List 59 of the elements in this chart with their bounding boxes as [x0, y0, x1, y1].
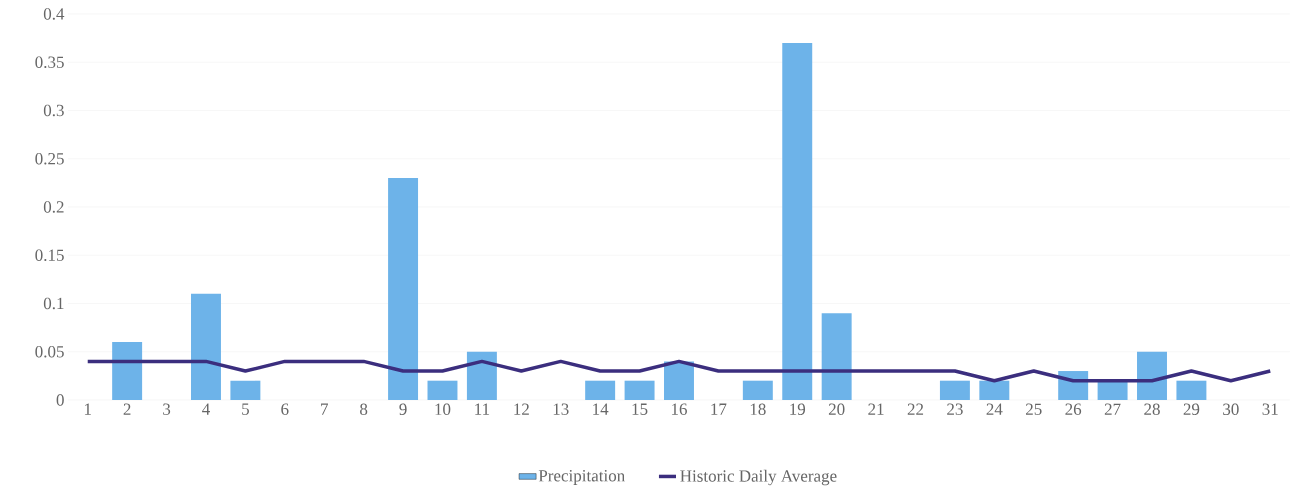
- x-tick-label: 10: [435, 403, 451, 415]
- bar: [1176, 380, 1207, 400]
- x-tick-label: 9: [399, 403, 407, 415]
- x-tick-label: 22: [907, 403, 924, 415]
- bar: [230, 380, 261, 400]
- x-tick-label: 3: [163, 403, 171, 415]
- x-tick-label: 30: [1223, 403, 1239, 415]
- x-tick-label: 15: [632, 403, 648, 415]
- y-tick-label: 0.1: [43, 297, 64, 310]
- bar: [112, 342, 143, 400]
- x-tick-label: 5: [242, 403, 249, 415]
- y-tick-label: 0.2: [43, 201, 64, 213]
- x-tick-label: 27: [1104, 403, 1121, 415]
- y-tick-label: 0.35: [35, 56, 64, 69]
- x-tick-label: 16: [671, 403, 687, 415]
- bar: [585, 380, 616, 400]
- y-tick-label: 0.25: [35, 152, 64, 165]
- bar: [742, 380, 773, 400]
- bar: [466, 351, 497, 400]
- x-tick-label: 19: [790, 403, 806, 415]
- bar: [1097, 380, 1128, 400]
- x-tick-label: 29: [1183, 403, 1200, 415]
- bar: [191, 293, 221, 400]
- x-tick-label: 14: [593, 403, 609, 415]
- legend-label: Historic Daily Average: [680, 469, 837, 486]
- x-tick-label: 13: [553, 403, 569, 415]
- y-tick-label: 0.4: [43, 8, 65, 20]
- x-tick-label: 24: [986, 403, 1003, 415]
- y-tick-label: 0.05: [35, 345, 64, 358]
- x-tick-label: 26: [1065, 403, 1082, 415]
- x-tick-label: 2: [123, 403, 131, 415]
- y-tick-label: 0.15: [35, 249, 64, 262]
- x-tick-label: 21: [868, 403, 884, 415]
- bar: [821, 313, 852, 400]
- x-tick-label: 12: [514, 403, 529, 415]
- x-tick-label: 11: [475, 403, 490, 415]
- bar: [1137, 351, 1167, 400]
- x-tick-label: 20: [828, 403, 845, 415]
- bar: [979, 380, 1010, 400]
- x-tick-label: 4: [202, 403, 210, 415]
- x-tick-label: 31: [1262, 403, 1278, 415]
- bar: [388, 178, 419, 400]
- bar: [939, 380, 970, 400]
- bar: [782, 42, 813, 400]
- x-tick-label: 18: [750, 403, 766, 415]
- bar: [624, 380, 655, 400]
- bar: [427, 380, 458, 400]
- x-tick-label: 8: [360, 403, 368, 415]
- x-tick-label: 6: [281, 403, 289, 415]
- x-tick-label: 25: [1026, 403, 1042, 415]
- x-tick-label: 7: [321, 403, 328, 415]
- x-tick-label: 17: [711, 403, 727, 415]
- x-tick-label: 23: [947, 403, 963, 415]
- x-tick-label: 1: [84, 403, 91, 415]
- bar: [664, 361, 694, 400]
- y-tick-label: 0: [56, 394, 64, 406]
- legend-label: Precipitation: [538, 470, 625, 485]
- y-tick-label: 0.3: [43, 104, 64, 117]
- x-tick-label: 28: [1144, 403, 1160, 415]
